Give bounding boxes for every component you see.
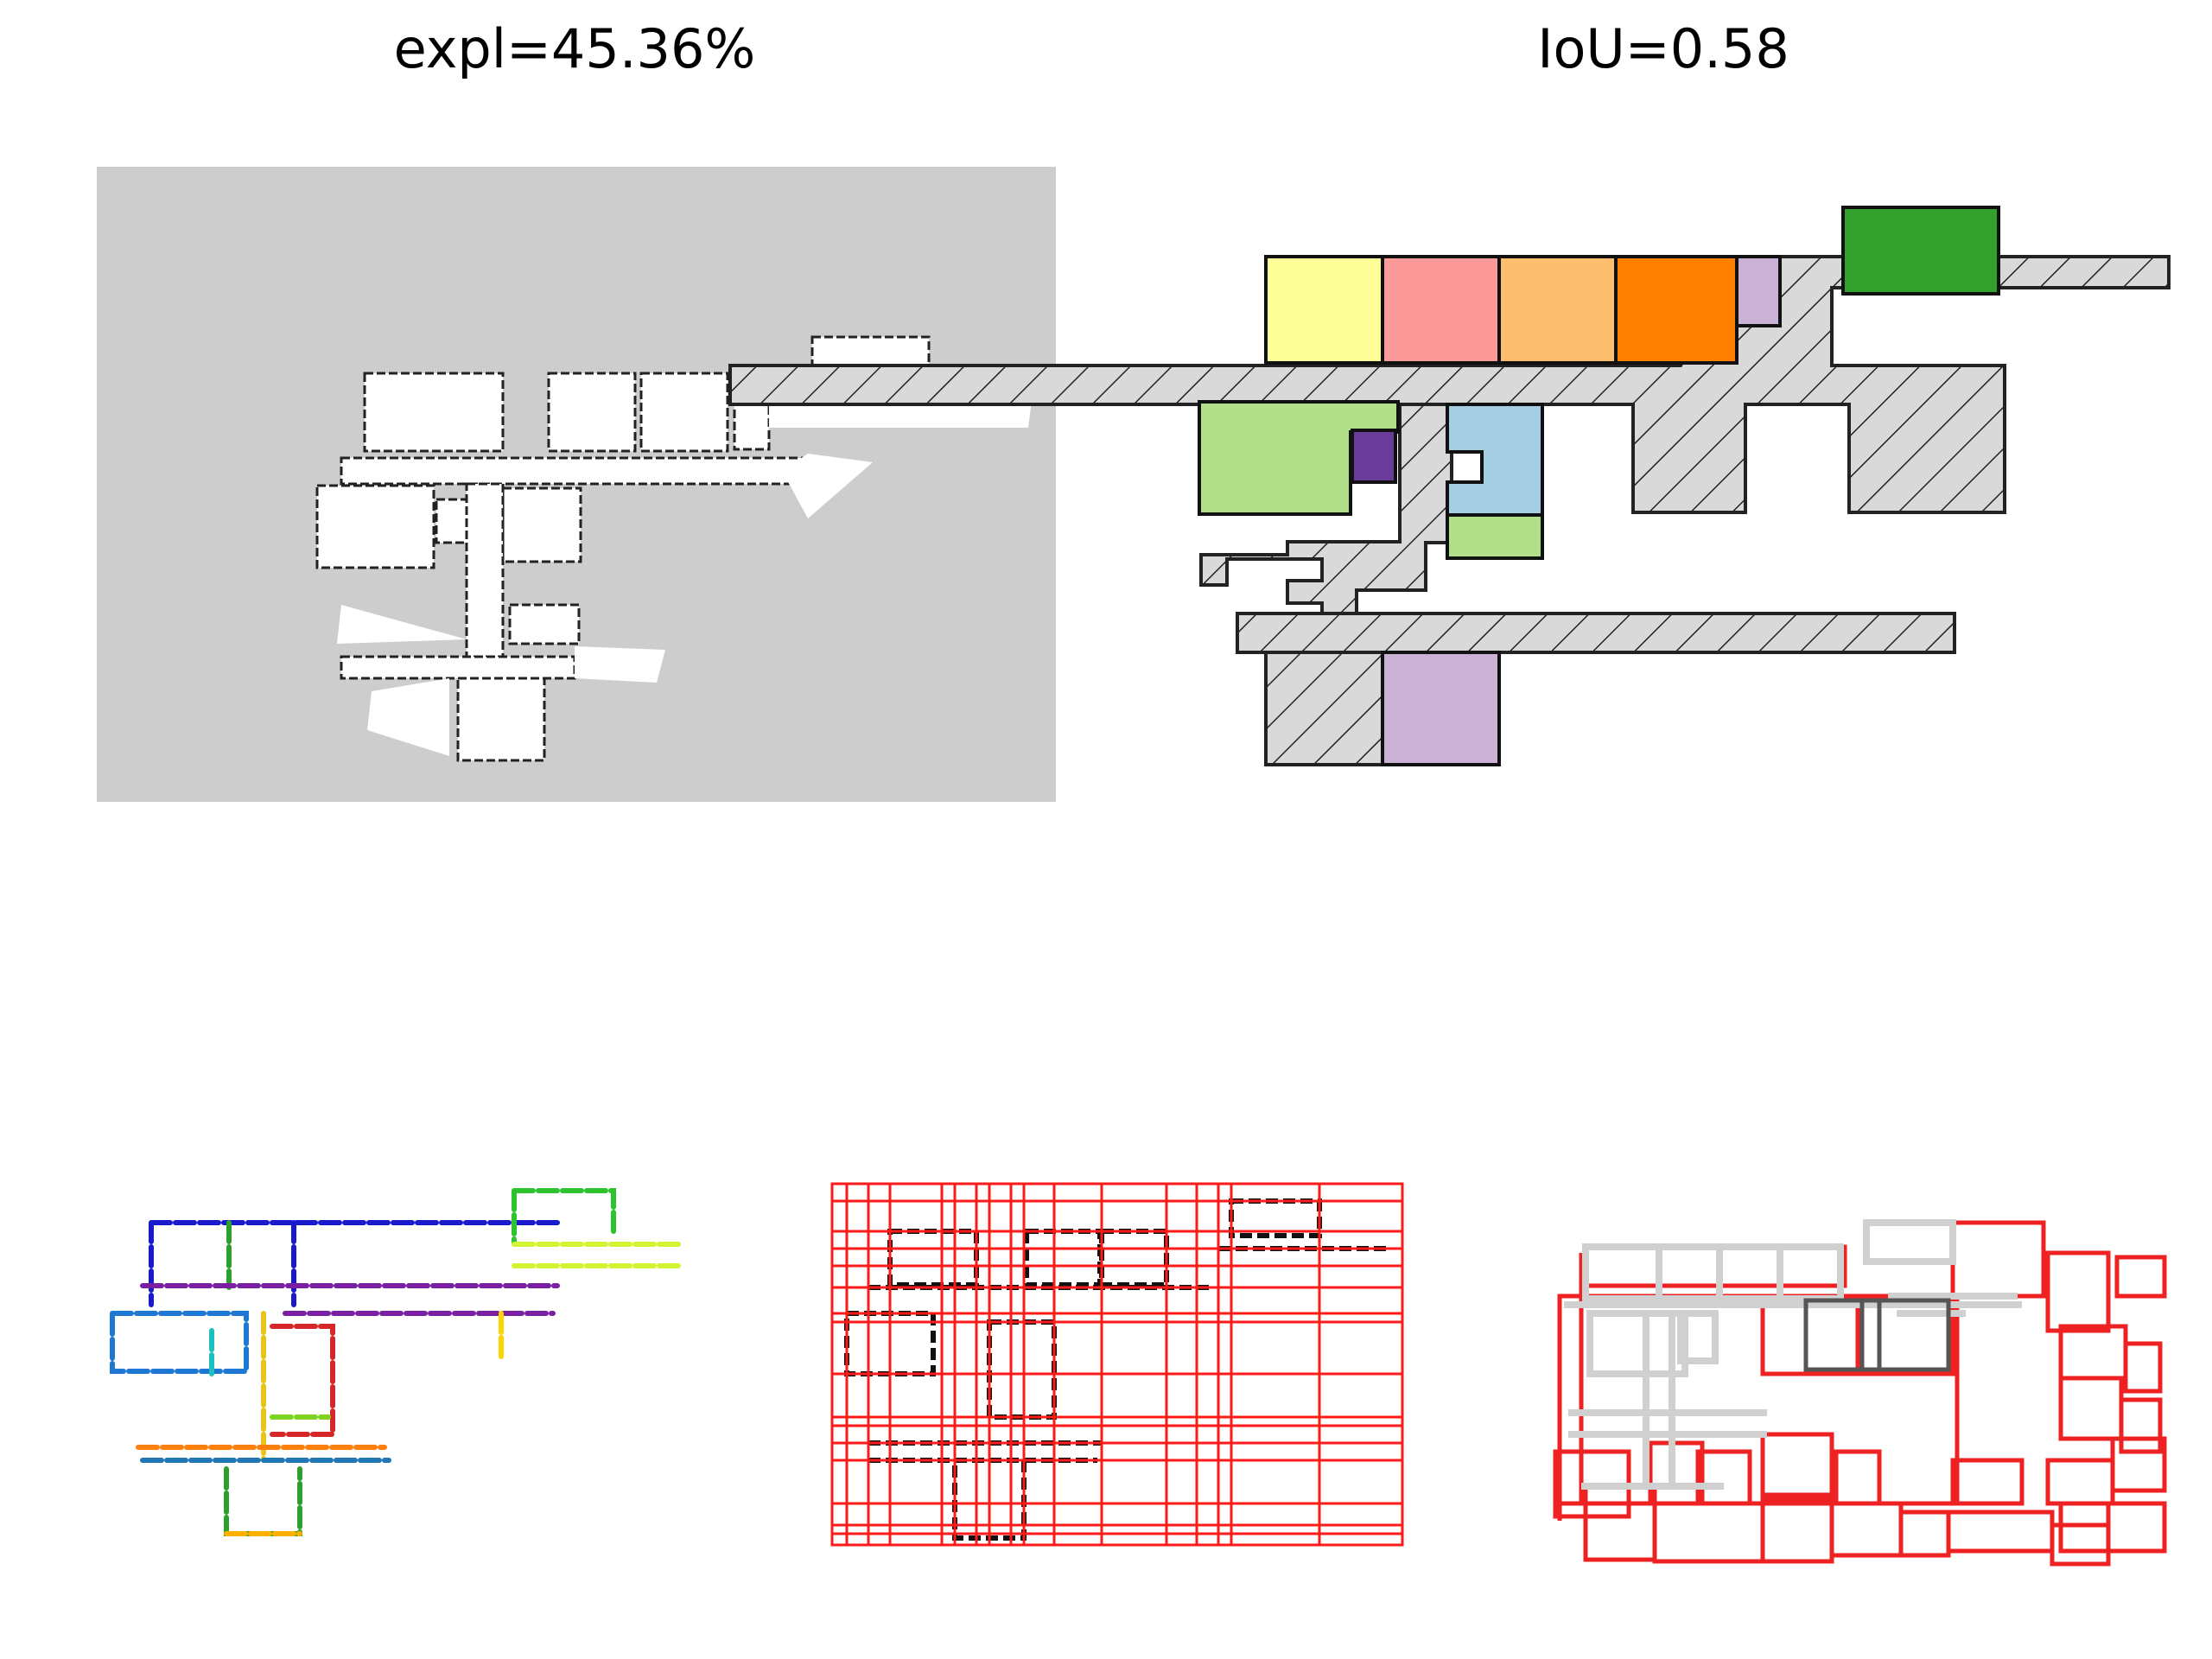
rooms [1198, 206, 2000, 766]
overlap-highlights [1803, 1298, 1951, 1372]
predicted-polygons [1564, 1219, 2022, 1490]
polygon-overlay-panel [1553, 1219, 2167, 1567]
room-green [1841, 206, 2000, 296]
grid-lines [830, 1182, 1404, 1547]
room-lavender-small [1735, 255, 1782, 327]
iou-title: IoU=0.58 [1537, 17, 1789, 80]
room-purple [1351, 429, 1397, 484]
room-pink [1381, 255, 1501, 365]
room-lavender [1381, 651, 1501, 766]
unknown-area [97, 167, 1056, 802]
exploration-title: expl=45.36% [393, 17, 756, 80]
grid-walls [844, 1198, 1391, 1541]
room-yellow [1264, 255, 1384, 365]
room-segmentation-panel [728, 206, 2171, 766]
room-blue [1446, 403, 1544, 517]
room-light-orange [1497, 255, 1618, 365]
wall-clusters-panel [110, 1188, 681, 1536]
room-orange [1614, 255, 1738, 365]
corridors [728, 255, 2171, 766]
occupancy-map-panel [97, 167, 1056, 802]
grid-decomposition-panel [830, 1182, 1404, 1547]
room-light-green-2 [1446, 513, 1544, 560]
explored-free-space [315, 335, 931, 762]
